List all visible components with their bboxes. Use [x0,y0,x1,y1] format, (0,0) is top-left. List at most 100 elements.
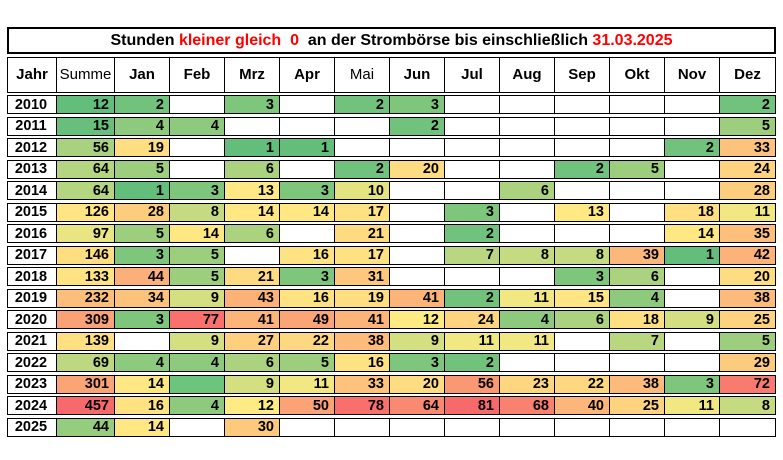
summe-cell: 56 [56,139,114,156]
month-cell-aug: 6 [499,182,554,199]
month-cell-okt [609,96,664,113]
month-cell-sep: 6 [554,311,609,328]
month-cell-jan: 3 [114,246,169,264]
table-row-2015: 2015 126 28 8 14 14 17 3 13 18 11 [7,202,776,222]
month-cell-mai [334,139,389,156]
month-cell-dez: 35 [719,225,775,242]
column-header-jahr: Jahr [16,66,48,83]
month-cell-okt: 6 [609,268,664,285]
table-title: Stunden kleiner gleich 0 an der Strombör… [7,27,776,54]
month-cell-apr [279,418,334,436]
month-cell-mai [334,117,389,135]
title-highlight-threshold: kleiner gleich 0 [178,31,299,49]
month-cell-jul: 7 [444,246,499,264]
month-cell-jul [444,268,499,285]
summe-cell: 232 [56,289,114,307]
title-highlight-date: 31.03.2025 [592,31,673,49]
month-cell-sep: 22 [554,375,609,393]
month-cell-jun: 12 [389,311,444,328]
month-cell-jun: 2 [389,117,444,135]
month-cell-sep [554,139,609,156]
month-cell-dez: 42 [719,246,775,264]
summe-cell: 309 [56,311,114,328]
month-cell-nov: 18 [664,203,719,221]
month-cell-dez: 29 [719,354,775,371]
month-cell-mrz: 13 [224,182,279,199]
column-header-sep: Sep [554,57,609,92]
month-cell-mai: 17 [334,246,389,264]
column-header-mai: Mai [334,57,389,92]
table-row-2018: 2018 133 44 5 21 3 31 3 6 20 [7,267,776,286]
month-cell-aug: 11 [499,289,554,307]
month-cell-apr: 3 [279,268,334,285]
month-cell-okt: 38 [609,375,664,393]
year-cell: 2016 [14,225,48,242]
month-cell-okt [609,418,664,436]
month-cell-apr: 22 [279,332,334,350]
month-cell-sep [554,354,609,371]
month-cell-sep [554,332,609,350]
month-cell-apr: 16 [279,246,334,264]
year-cell: 2017 [14,247,48,263]
month-cell-dez: 33 [719,139,775,156]
year-cell: 2018 [14,268,48,285]
year-cell: 2014 [14,182,48,199]
month-cell-dez: 72 [719,375,775,393]
month-cell-sep: 15 [554,289,609,307]
summe-cell: 64 [56,182,114,199]
month-cell-jun: 9 [389,332,444,350]
month-cell-jan: 19 [114,139,169,156]
month-cell-aug [499,96,554,113]
month-cell-mai: 16 [334,354,389,371]
month-cell-jun [389,268,444,285]
year-cell: 2023 [14,376,48,392]
month-cell-jun [389,246,444,264]
month-cell-aug [499,139,554,156]
summe-cell: 133 [56,268,114,285]
month-cell-mai: 31 [334,268,389,285]
table-row-2011: 2011 15 4 4 2 5 [7,116,776,136]
month-cell-feb [169,418,224,436]
month-cell-sep [554,117,609,135]
month-cell-dez: 11 [719,203,775,221]
month-cell-jul: 11 [444,332,499,350]
table-row-2013: 2013 64 5 6 2 20 2 5 24 [7,159,776,179]
month-cell-mai [334,418,389,436]
month-cell-nov: 3 [664,375,719,393]
month-cell-mrz: 6 [224,225,279,242]
month-cell-apr [279,225,334,242]
column-header-apr: Apr [279,57,334,92]
month-cell-okt [609,225,664,242]
table-body: 2010 12 2 3 2 3 2 2011 15 4 4 2 5 2012 56 19 1 1 2 33 2013 64… [7,95,776,437]
month-cell-mai: 10 [334,182,389,199]
month-cell-sep [554,96,609,113]
month-cell-okt: 4 [609,289,664,307]
column-header-okt: Okt [609,57,664,92]
month-cell-mrz: 14 [224,203,279,221]
month-cell-feb: 5 [169,268,224,285]
month-cell-feb [169,160,224,178]
month-cell-aug: 8 [499,246,554,264]
month-cell-jan: 4 [114,354,169,371]
table-row-2012: 2012 56 19 1 1 2 33 [7,138,776,157]
table-row-2017: 2017 146 3 5 16 17 7 8 8 39 1 42 [7,245,776,265]
month-cell-jan: 3 [114,311,169,328]
heatmap-table: Stunden kleiner gleich 0 an der Strombör… [7,27,776,437]
summe-cell: 301 [56,375,114,393]
month-cell-mrz: 6 [224,354,279,371]
month-cell-dez: 38 [719,289,775,307]
month-cell-dez: 8 [719,397,775,414]
title-text-1: Stunden [110,31,179,49]
month-cell-jun [389,182,444,199]
month-cell-jun [389,418,444,436]
month-cell-aug [499,117,554,135]
month-cell-dez: 20 [719,268,775,285]
column-header-feb: Feb [169,57,224,92]
month-cell-mai: 2 [334,96,389,113]
column-header-dez: Dez [719,57,775,92]
month-cell-apr [279,117,334,135]
month-cell-nov [664,182,719,199]
month-cell-nov [664,268,719,285]
month-cell-jan: 5 [114,225,169,242]
